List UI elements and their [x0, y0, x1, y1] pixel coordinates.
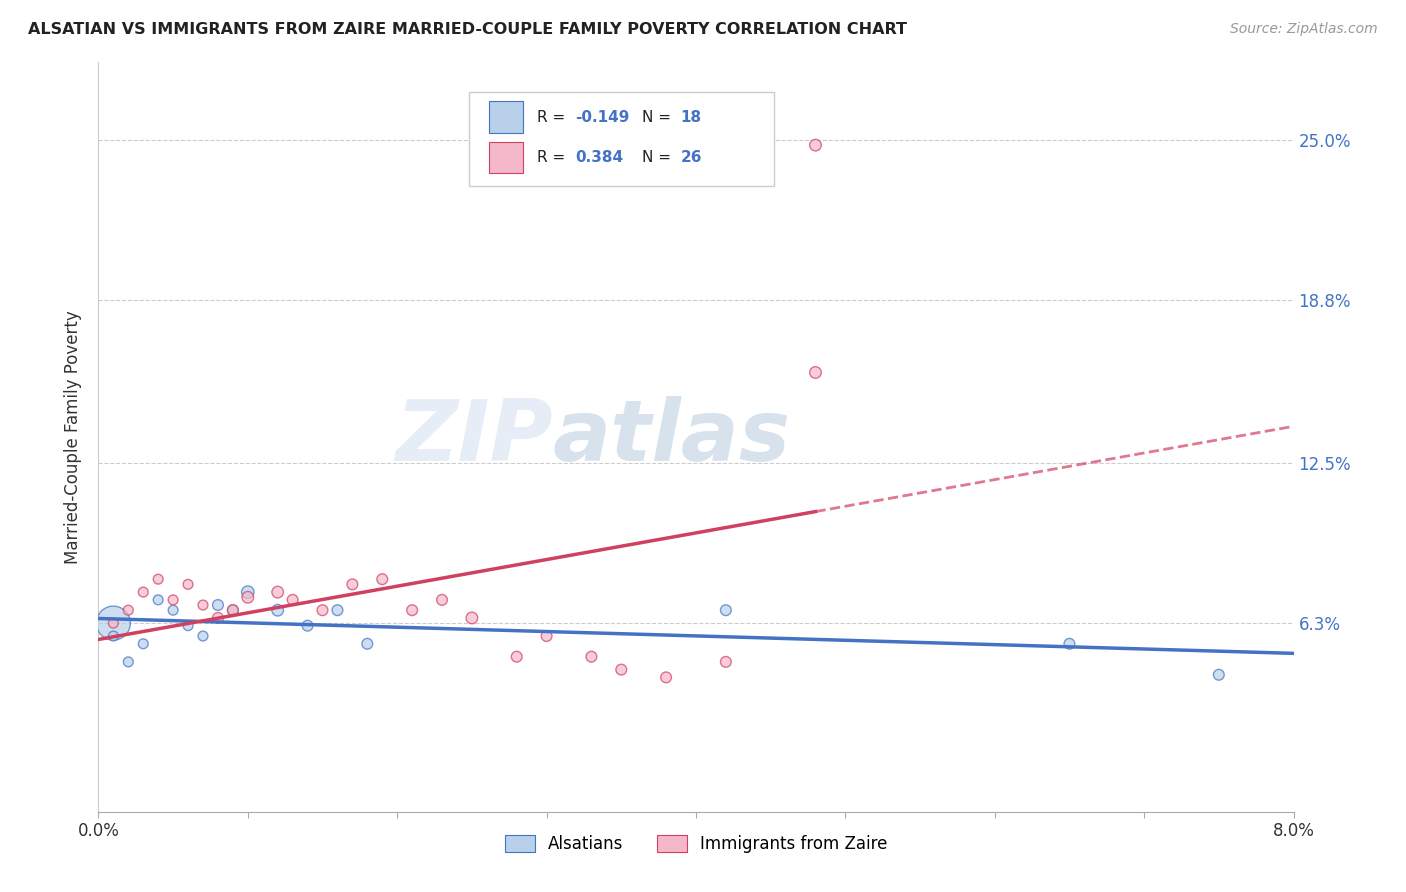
Text: N =: N =	[643, 110, 676, 125]
Point	[655, 670, 678, 684]
Text: N =: N =	[643, 150, 676, 165]
Point	[103, 629, 125, 643]
Point	[117, 603, 139, 617]
Text: Source: ZipAtlas.com: Source: ZipAtlas.com	[1230, 22, 1378, 37]
Point	[804, 366, 827, 380]
Point	[207, 598, 229, 612]
Point	[1208, 667, 1230, 681]
Point	[326, 603, 349, 617]
Point	[356, 637, 378, 651]
Point	[610, 663, 633, 677]
Text: 26: 26	[681, 150, 702, 165]
Point	[506, 649, 529, 664]
Text: 18: 18	[681, 110, 702, 125]
Point	[1059, 637, 1081, 651]
Point	[148, 592, 170, 607]
Point	[236, 591, 259, 605]
Point	[430, 592, 453, 607]
Point	[132, 637, 155, 651]
Text: -0.149: -0.149	[575, 110, 630, 125]
Point	[177, 618, 200, 632]
Point	[267, 585, 290, 599]
Text: 0.384: 0.384	[575, 150, 623, 165]
Point	[132, 585, 155, 599]
FancyBboxPatch shape	[470, 93, 773, 186]
Point	[342, 577, 364, 591]
Point	[148, 572, 170, 586]
Point	[191, 629, 214, 643]
Point	[162, 603, 184, 617]
Text: R =: R =	[537, 150, 571, 165]
Point	[311, 603, 333, 617]
Point	[177, 577, 200, 591]
Legend: Alsatians, Immigrants from Zaire: Alsatians, Immigrants from Zaire	[498, 828, 894, 860]
Text: atlas: atlas	[553, 395, 790, 479]
Point	[117, 655, 139, 669]
Point	[236, 585, 259, 599]
Point	[103, 616, 125, 631]
Point	[207, 611, 229, 625]
Point	[581, 649, 603, 664]
Point	[267, 603, 290, 617]
Text: ZIP: ZIP	[395, 395, 553, 479]
Point	[103, 616, 125, 631]
Point	[222, 603, 245, 617]
Text: ALSATIAN VS IMMIGRANTS FROM ZAIRE MARRIED-COUPLE FAMILY POVERTY CORRELATION CHAR: ALSATIAN VS IMMIGRANTS FROM ZAIRE MARRIE…	[28, 22, 907, 37]
Point	[222, 603, 245, 617]
Point	[714, 655, 737, 669]
Text: R =: R =	[537, 110, 571, 125]
Y-axis label: Married-Couple Family Poverty: Married-Couple Family Poverty	[63, 310, 82, 564]
Point	[401, 603, 423, 617]
Point	[371, 572, 394, 586]
Point	[162, 592, 184, 607]
Point	[297, 618, 319, 632]
Point	[461, 611, 484, 625]
Point	[536, 629, 558, 643]
FancyBboxPatch shape	[489, 102, 523, 133]
Point	[804, 138, 827, 153]
Point	[714, 603, 737, 617]
Point	[281, 592, 304, 607]
Point	[191, 598, 214, 612]
FancyBboxPatch shape	[489, 142, 523, 173]
